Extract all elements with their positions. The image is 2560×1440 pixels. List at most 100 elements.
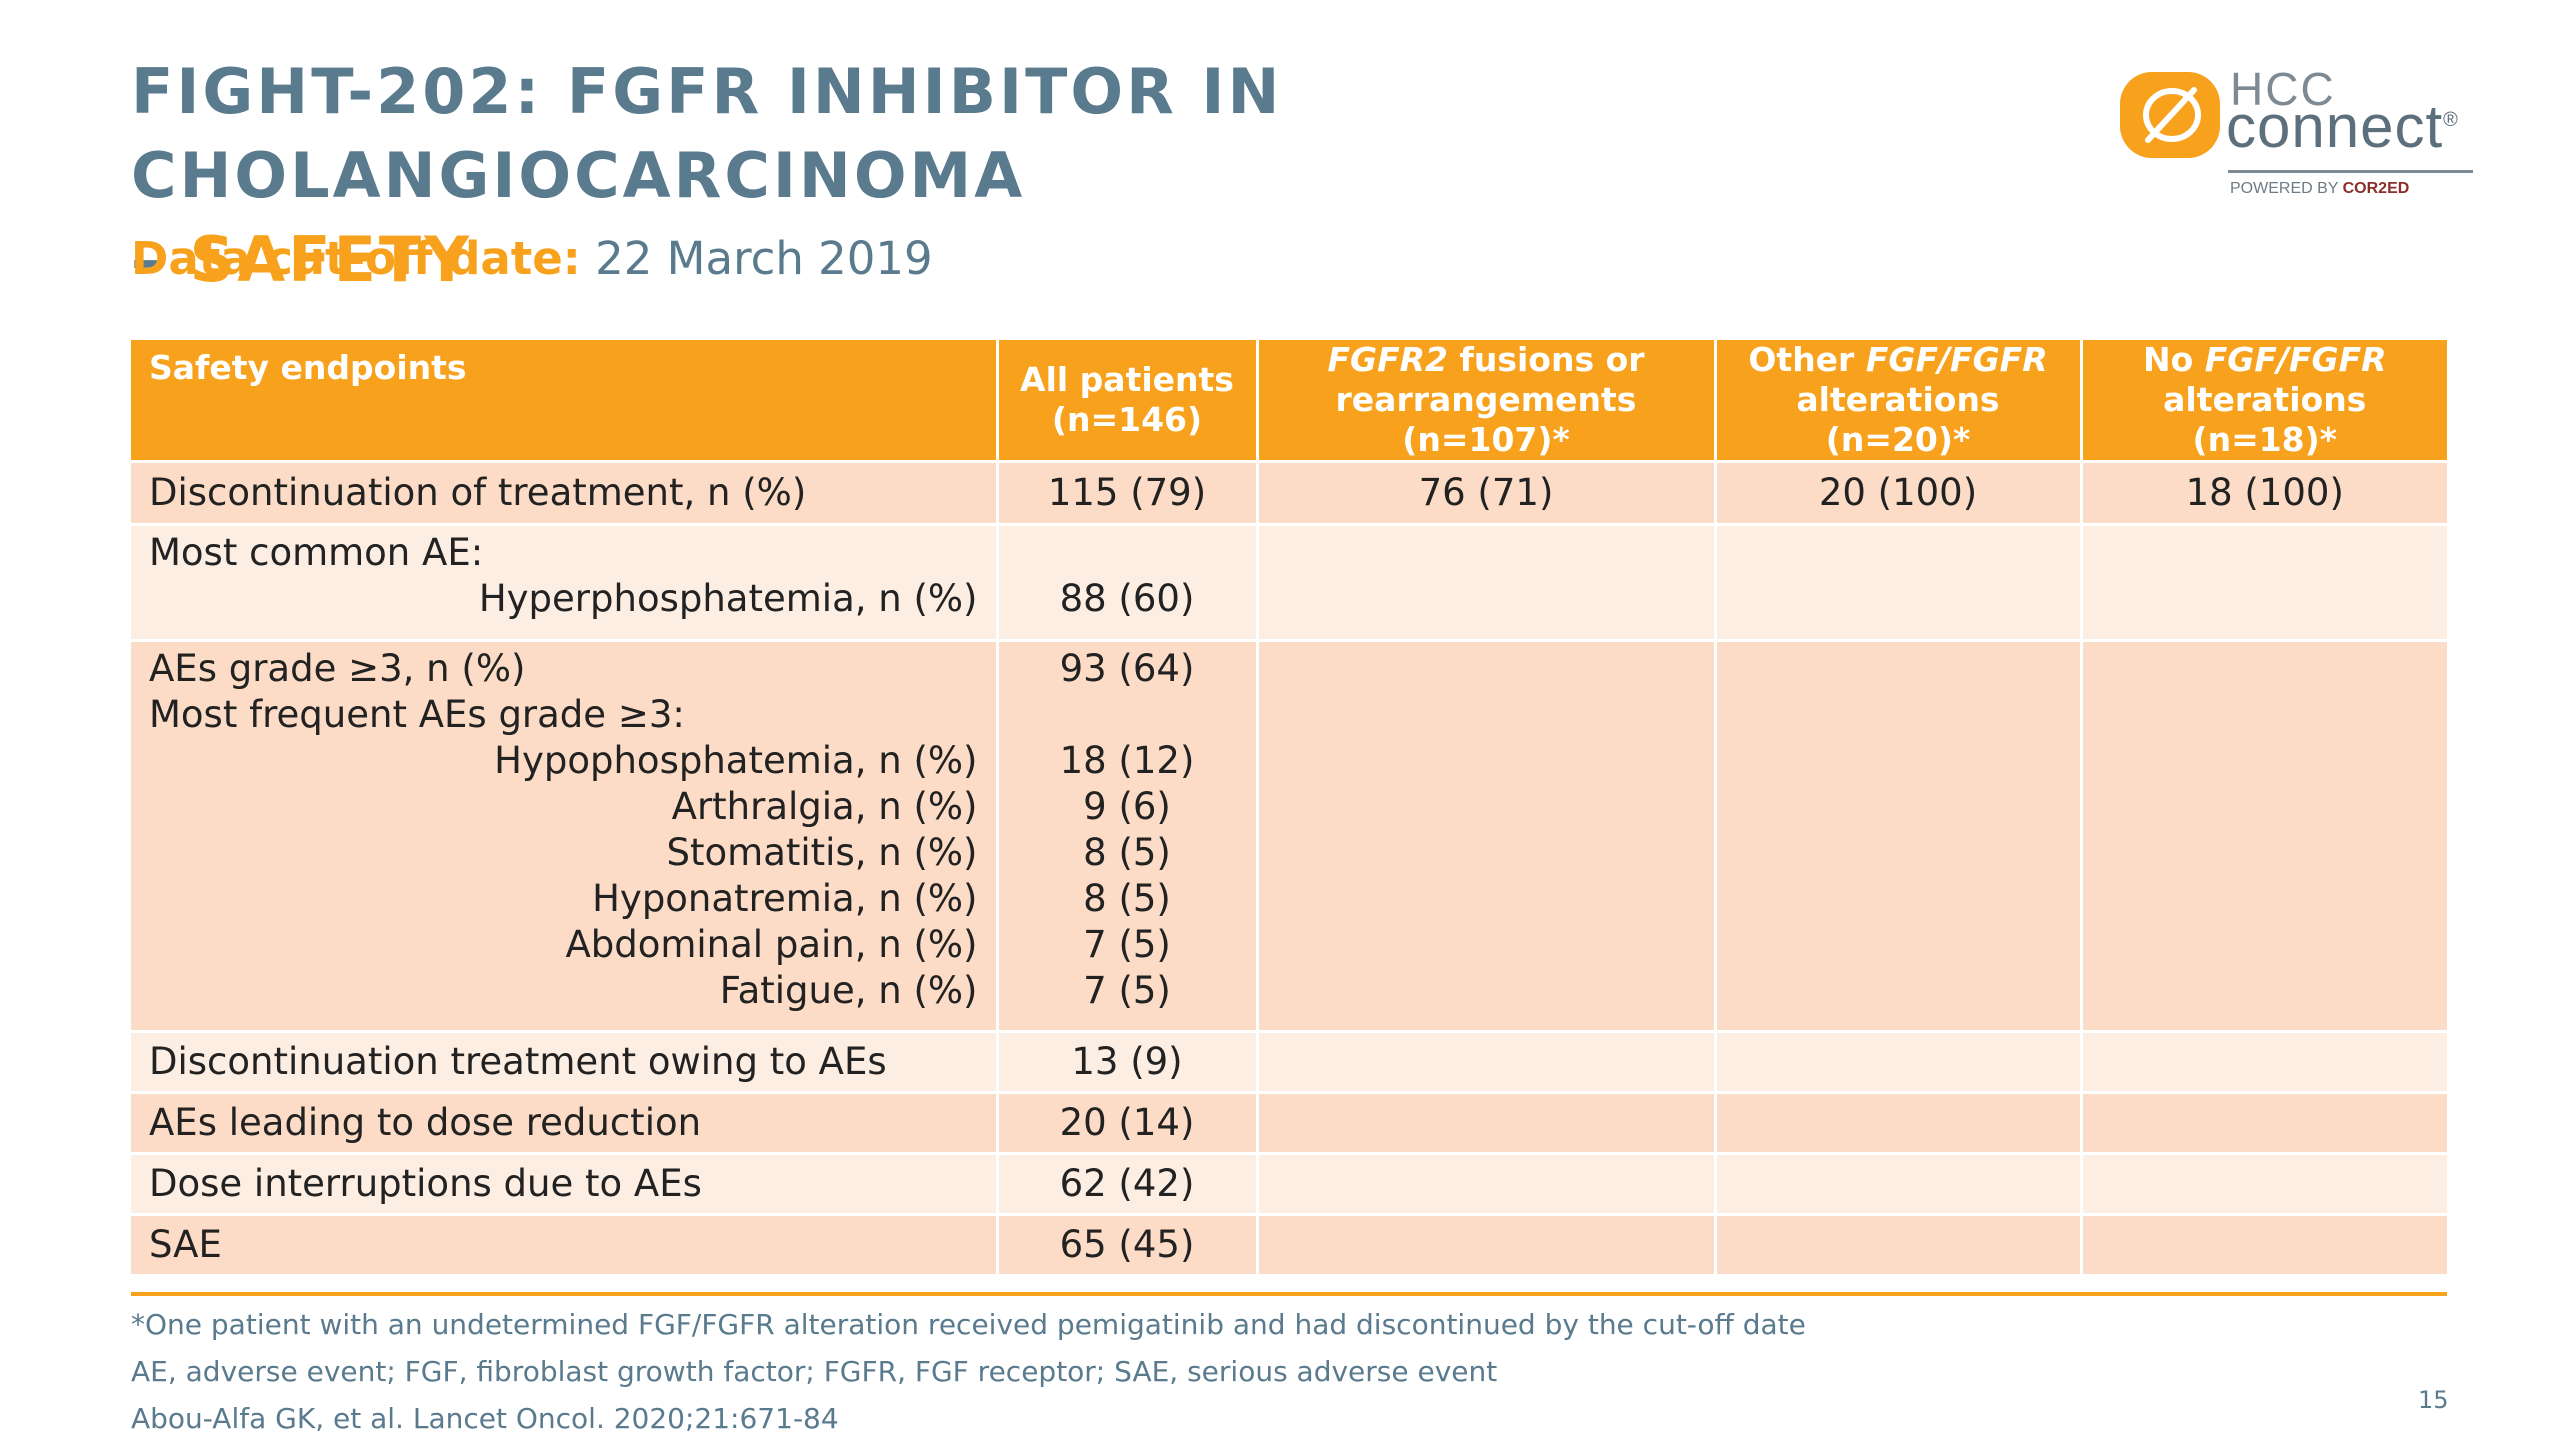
cell-empty [1257,1030,1717,1093]
spacer [999,530,1256,576]
row-label: Most common AE: Hyperphosphatemia, n (%) [131,523,999,641]
row-sub-label: Stomatitis, n (%) [666,831,978,874]
footnote-abbreviations: AE, adverse event; FGF, fibroblast growt… [131,1355,1498,1388]
header-no-line2: alterations (n=18)* [2163,380,2367,459]
cell-value: 8 (5) [1083,831,1171,874]
header-all-line1: All patients [1020,360,1234,399]
cell-empty [1715,1152,2083,1215]
header-all-line2: (n=146) [1051,400,1203,439]
logo-powered-by: POWERED BY COR2ED [2230,180,2409,198]
logo-powered-brand: COR2ED [2342,180,2410,197]
cutoff-value: 22 March 2019 [580,232,933,285]
cell-value: 7 (5) [1083,923,1171,966]
row-sub-label: Hyperphosphatemia, n (%) [478,577,978,620]
cell-empty [2081,639,2447,1032]
cell-empty [1715,523,2083,641]
cell-value: 88 (60) [1059,577,1195,620]
header-other-line2: alterations (n=20)* [1796,380,2000,459]
cell-empty [1715,1030,2083,1093]
cell-all-patients: 20 (14) [997,1091,1259,1154]
cell-empty [1257,523,1717,641]
logo-rule [2228,170,2473,173]
header-other: Other FGF/FGFR alterations (n=20)* [1715,340,2083,462]
cell-empty [2081,1030,2447,1093]
cell-value: 7 (5) [1083,969,1171,1012]
row-label: SAE [131,1213,999,1274]
cell-fgfr2: 76 (71) [1257,460,1717,525]
row-label: Discontinuation of treatment, n (%) [131,460,999,525]
header-fgfr2: FGFR2 fusions or rearrangements (n=107)* [1257,340,1717,462]
cell-empty [1715,639,2083,1032]
table-row: Dose interruptions due to AEs 62 (42) [131,1152,2447,1215]
row-label: AEs leading to dose reduction [131,1091,999,1154]
header-fgfr2-italic: FGFR2 [1327,340,1448,379]
cell-empty [2081,1213,2447,1274]
leaf-icon [2120,72,2220,158]
cell-all-patients: 88 (60) [997,523,1259,641]
row-subheading: Most frequent AEs grade ≥3: [149,693,685,736]
cell-all-patients: 65 (45) [997,1213,1259,1274]
row-label: AEs grade ≥3, n (%) Most frequent AEs gr… [131,639,999,1032]
cell-all-patients: 62 (42) [997,1152,1259,1215]
row-heading: AEs grade ≥3, n (%) [149,647,526,690]
header-all-patients: All patients (n=146) [997,340,1259,462]
logo-powered-prefix: POWERED BY [2230,180,2343,197]
cutoff-label: Data cut-off date: [131,232,581,285]
row-sub-label: Fatigue, n (%) [719,969,978,1012]
cell-value: 8 (5) [1083,877,1171,920]
cell-value: 18 (12) [1059,739,1195,782]
logo-connect-word: connect [2226,93,2444,160]
spacer [999,692,1256,738]
logo-connect-text: connect® [2226,92,2459,161]
header-no-prefix: No [2142,340,2205,379]
hcc-connect-logo: HCC connect® POWERED BY COR2ED [2120,62,2480,212]
table-row: Discontinuation of treatment, n (%) 115 … [131,460,2447,525]
row-sub-label: Hyponatremia, n (%) [592,877,978,920]
header-no-alterations: No FGF/FGFR alterations (n=18)* [2081,340,2447,462]
page-number: 15 [2418,1386,2449,1414]
cell-empty [1257,1091,1717,1154]
row-heading: Most common AE: [149,531,484,574]
table-row: Discontinuation treatment owing to AEs 1… [131,1030,2447,1093]
safety-table: Safety endpoints All patients (n=146) FG… [131,340,2447,1274]
row-label: Discontinuation treatment owing to AEs [131,1030,999,1093]
table-row: SAE 65 (45) [131,1213,2447,1274]
cell-empty [1715,1091,2083,1154]
table-row: AEs leading to dose reduction 20 (14) [131,1091,2447,1154]
table-row: AEs grade ≥3, n (%) Most frequent AEs gr… [131,639,2447,1032]
header-no-italic: FGF/FGFR [2204,340,2387,379]
cell-empty [1257,1213,1717,1274]
footer-divider [131,1292,2447,1296]
table-header-row: Safety endpoints All patients (n=146) FG… [131,340,2447,462]
cell-all-patients: 115 (79) [997,460,1259,525]
slide-title: FIGHT-202: FGFR INHIBITOR IN CHOLANGIOCA… [131,50,2031,302]
cell-all-patients: 93 (64) 18 (12) 9 (6) 8 (5) 8 (5) 7 (5) … [997,639,1259,1032]
header-fgfr2-line2: rearrangements (n=107)* [1335,380,1637,459]
logo-registered: ® [2443,109,2459,131]
header-other-line1: Other FGF/FGFR [1727,340,2070,380]
header-fgfr2-line1: FGFR2 fusions or [1269,340,1704,380]
header-other-italic: FGF/FGFR [1865,340,2048,379]
cell-empty [2081,523,2447,641]
header-fgfr2-rest: fusions or [1448,340,1645,379]
title-main: FIGHT-202: FGFR INHIBITOR IN CHOLANGIOCA… [131,55,1283,212]
title-accent: SAFETY [189,223,473,296]
cell-value: 93 (64) [1059,647,1195,690]
row-sub-label: Hypophosphatemia, n (%) [494,739,978,782]
table-row: Most common AE: Hyperphosphatemia, n (%)… [131,523,2447,641]
cell-no-alterations: 18 (100) [2081,460,2447,525]
row-label: Dose interruptions due to AEs [131,1152,999,1215]
title-dash: – [131,223,190,296]
cell-all-patients: 13 (9) [997,1030,1259,1093]
footnote-asterisk: *One patient with an undetermined FGF/FG… [131,1308,1806,1341]
cell-other: 20 (100) [1715,460,2083,525]
footnote-reference: Abou-Alfa GK, et al. Lancet Oncol. 2020;… [131,1402,839,1435]
cell-empty [2081,1091,2447,1154]
header-other-prefix: Other [1748,340,1866,379]
header-safety-endpoints: Safety endpoints [131,340,999,462]
logo-hcc-text: HCC [2230,63,2336,115]
row-sub-label: Abdominal pain, n (%) [565,923,978,966]
cell-empty [1257,1152,1717,1215]
cell-empty [1715,1213,2083,1274]
header-no-line1: No FGF/FGFR [2093,340,2438,380]
